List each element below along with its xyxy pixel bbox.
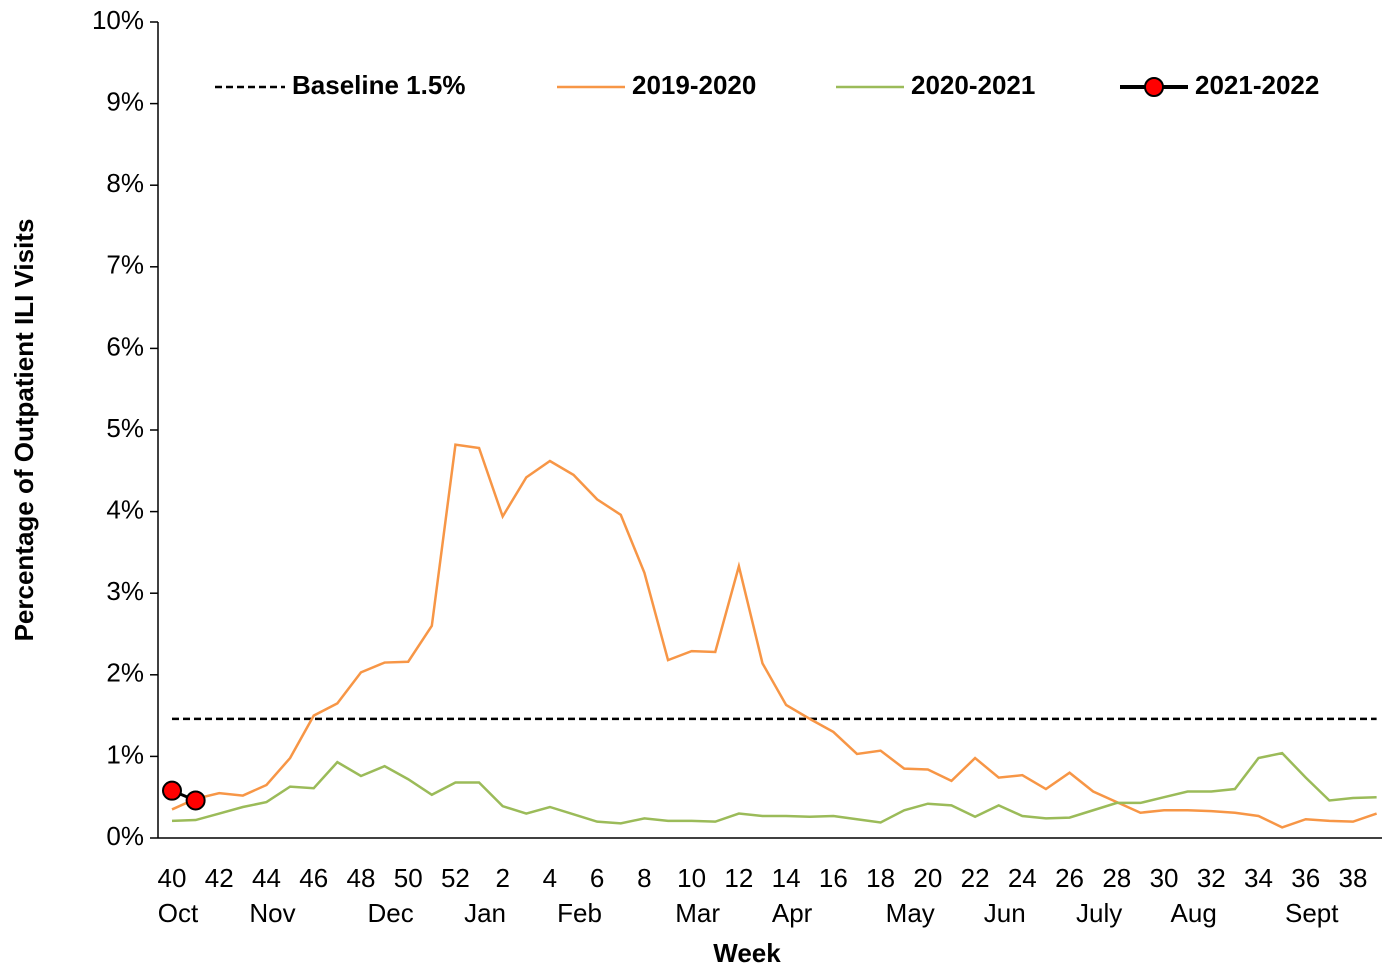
y-tick-label: 7% [106, 250, 144, 280]
x-tick-label: 28 [1102, 863, 1131, 893]
month-label: Feb [557, 898, 602, 928]
x-tick-label: 10 [677, 863, 706, 893]
x-tick-label: 14 [772, 863, 801, 893]
x-tick-label: 6 [590, 863, 604, 893]
series-marker [185, 790, 206, 811]
x-tick-label: 2 [495, 863, 509, 893]
x-tick-label: 32 [1197, 863, 1226, 893]
x-tick-label: 44 [252, 863, 281, 893]
x-tick-label: 46 [299, 863, 328, 893]
month-label: Jan [464, 898, 506, 928]
month-label: July [1076, 898, 1122, 928]
month-label: Apr [772, 898, 813, 928]
x-tick-label: 24 [1008, 863, 1037, 893]
y-tick-label: 2% [106, 658, 144, 688]
legend-label: 2021-2022 [1195, 70, 1319, 100]
x-tick-label: 34 [1244, 863, 1273, 893]
y-axis-title: Percentage of Outpatient ILI Visits [9, 219, 39, 642]
legend-label: 2019-2020 [632, 70, 756, 100]
x-tick-label: 52 [441, 863, 470, 893]
x-tick-label: 20 [913, 863, 942, 893]
x-tick-label: 48 [346, 863, 375, 893]
x-tick-label: 36 [1291, 863, 1320, 893]
month-label: May [886, 898, 935, 928]
series-line [171, 443, 1378, 829]
x-axis-title: Week [713, 938, 781, 968]
x-tick-label: 38 [1339, 863, 1368, 893]
x-tick-label: 40 [158, 863, 187, 893]
month-label: Sept [1285, 898, 1339, 928]
y-tick-label: 6% [106, 331, 144, 361]
month-label: Oct [158, 898, 199, 928]
y-tick-label: 4% [106, 494, 144, 524]
x-tick-label: 30 [1150, 863, 1179, 893]
month-label: Aug [1171, 898, 1217, 928]
month-label: Jun [984, 898, 1026, 928]
x-tick-label: 50 [394, 863, 423, 893]
x-tick-label: 26 [1055, 863, 1084, 893]
y-tick-label: 10% [92, 5, 144, 35]
legend-marker [1144, 77, 1164, 97]
x-tick-label: 42 [205, 863, 234, 893]
series-marker [162, 780, 182, 801]
x-tick-label: 12 [724, 863, 753, 893]
y-tick-label: 3% [106, 576, 144, 606]
x-tick-label: 22 [961, 863, 990, 893]
month-label: Nov [249, 898, 295, 928]
x-tick-label: 16 [819, 863, 848, 893]
x-tick-label: 18 [866, 863, 895, 893]
y-tick-label: 8% [106, 168, 144, 198]
month-label: Dec [367, 898, 413, 928]
series-line [171, 751, 1377, 825]
y-tick-label: 5% [106, 413, 144, 443]
legend-label: Baseline 1.5% [292, 70, 465, 100]
x-tick-label: 8 [637, 863, 651, 893]
y-tick-label: 0% [106, 821, 144, 851]
y-tick-label: 9% [106, 86, 144, 116]
legend-label: 2020-2021 [911, 70, 1035, 100]
y-tick-label: 1% [106, 739, 144, 769]
x-tick-label: 4 [543, 863, 557, 893]
month-label: Mar [675, 898, 720, 928]
